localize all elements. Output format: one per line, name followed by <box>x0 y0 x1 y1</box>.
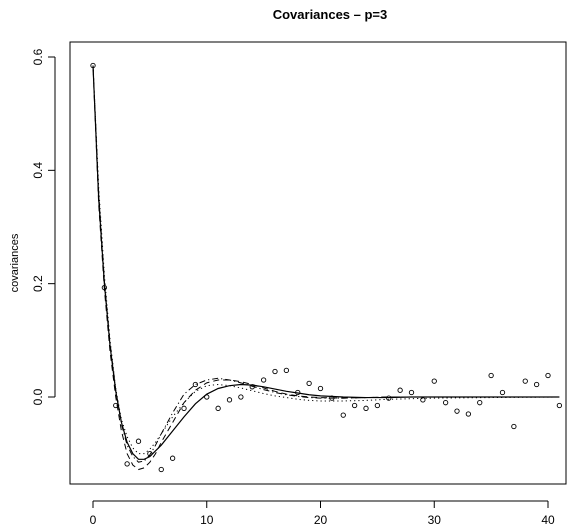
data-point <box>533 381 540 388</box>
x-tick-label: 30 <box>428 513 442 527</box>
data-point <box>329 395 335 401</box>
data-point <box>522 378 528 384</box>
data-point <box>420 397 426 403</box>
series-line-dashed <box>92 65 560 471</box>
data-point <box>192 381 199 388</box>
data-point <box>238 394 244 400</box>
axes: 0 10 20 30 40 0.0 0.2 0.4 0.6 <box>31 41 567 527</box>
plot-frame <box>69 41 567 485</box>
data-point <box>135 438 142 444</box>
data-point <box>249 384 255 390</box>
y-tick-label: 0.4 <box>31 162 45 179</box>
data-point <box>499 389 506 396</box>
data-point <box>442 400 449 406</box>
data-point <box>158 466 164 473</box>
data-point <box>545 372 551 379</box>
data-point <box>147 451 153 457</box>
data-point <box>465 411 472 417</box>
series-lines <box>92 65 560 471</box>
data-point <box>101 284 108 291</box>
data-point <box>204 394 210 400</box>
x-tick-label: 20 <box>314 513 328 527</box>
data-point <box>351 402 358 409</box>
data-point <box>431 378 437 384</box>
data-point <box>408 389 415 396</box>
y-tick-label: 0.0 <box>31 388 45 405</box>
data-point <box>363 405 369 411</box>
data-points <box>90 62 563 473</box>
data-point <box>340 412 346 418</box>
series-line-dotdash <box>92 65 560 463</box>
data-point <box>556 402 563 409</box>
x-tick-label: 40 <box>541 513 555 527</box>
data-point <box>454 408 460 414</box>
data-point <box>283 367 290 374</box>
data-point <box>215 405 221 411</box>
data-point <box>306 380 312 387</box>
data-point <box>90 62 96 69</box>
data-point <box>113 402 119 409</box>
x-tick-label: 10 <box>200 513 214 527</box>
data-point <box>226 397 233 403</box>
series-line-dotted <box>92 65 560 455</box>
data-point <box>295 389 301 396</box>
data-point <box>386 395 392 401</box>
data-point <box>169 455 176 461</box>
data-point <box>272 368 278 375</box>
data-point <box>124 461 130 467</box>
chart-title: Covariances – p=3 <box>273 7 388 22</box>
y-axis-label: covariances <box>9 233 21 292</box>
data-point <box>511 423 517 430</box>
data-point <box>397 387 403 393</box>
x-tick-label: 0 <box>90 513 97 527</box>
data-point <box>181 405 187 411</box>
data-point <box>317 385 324 392</box>
data-point <box>477 400 483 406</box>
data-point <box>488 372 494 379</box>
y-tick-label: 0.6 <box>31 48 45 65</box>
data-point <box>260 377 267 383</box>
data-point <box>374 402 381 409</box>
y-tick-label: 0.2 <box>31 275 45 292</box>
series-line-solid <box>92 65 560 460</box>
